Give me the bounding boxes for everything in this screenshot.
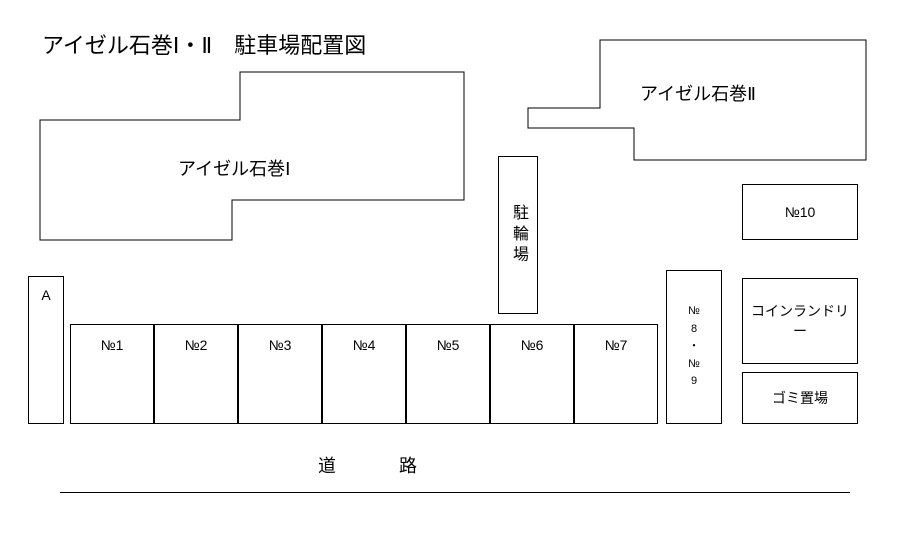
coin-laundry: コインランドリー bbox=[742, 278, 858, 364]
slot-5-label: №5 bbox=[437, 337, 460, 353]
slot-7: №7 bbox=[574, 324, 658, 424]
bike-parking-label: 駐輪場 bbox=[506, 204, 530, 266]
slot-3-label: №3 bbox=[269, 337, 292, 353]
slot-4: №4 bbox=[322, 324, 406, 424]
slot-6-label: №6 bbox=[521, 337, 544, 353]
garbage-area: ゴミ置場 bbox=[742, 372, 858, 424]
slot-3: №3 bbox=[238, 324, 322, 424]
building-2-label: アイゼル石巻Ⅱ bbox=[640, 80, 756, 106]
slot-2: №2 bbox=[154, 324, 238, 424]
slot-7-label: №7 bbox=[605, 337, 628, 353]
slot-8-9: № 8 ・ № 9 bbox=[666, 270, 722, 424]
slot-89-bottom: № bbox=[688, 356, 700, 374]
slot-89-top: № bbox=[688, 303, 700, 321]
slot-4-label: №4 bbox=[353, 337, 376, 353]
slot-89-9: 9 bbox=[691, 373, 697, 391]
road-line bbox=[60, 492, 850, 493]
slot-10-label: №10 bbox=[785, 204, 816, 220]
slot-a: A bbox=[28, 276, 64, 424]
building-2-shape bbox=[0, 0, 905, 542]
coin-laundry-label: コインランドリー bbox=[747, 301, 853, 341]
slot-10: №10 bbox=[742, 184, 858, 240]
slot-89-dot: ・ bbox=[689, 338, 700, 356]
slot-2-label: №2 bbox=[185, 337, 208, 353]
slot-1: №1 bbox=[70, 324, 154, 424]
bike-parking: 駐輪場 bbox=[498, 156, 538, 314]
parking-layout-diagram: アイゼル石巻Ⅰ・Ⅱ 駐車場配置図 アイゼル石巻Ⅰ アイゼル石巻Ⅱ 駐輪場 №10… bbox=[0, 0, 905, 542]
slot-5: №5 bbox=[406, 324, 490, 424]
slot-a-label: A bbox=[41, 287, 50, 303]
road-label: 道 路 bbox=[318, 452, 426, 478]
slot-89-8: 8 bbox=[691, 321, 697, 339]
garbage-label: ゴミ置場 bbox=[772, 388, 828, 408]
slot-1-label: №1 bbox=[101, 337, 124, 353]
slot-6: №6 bbox=[490, 324, 574, 424]
